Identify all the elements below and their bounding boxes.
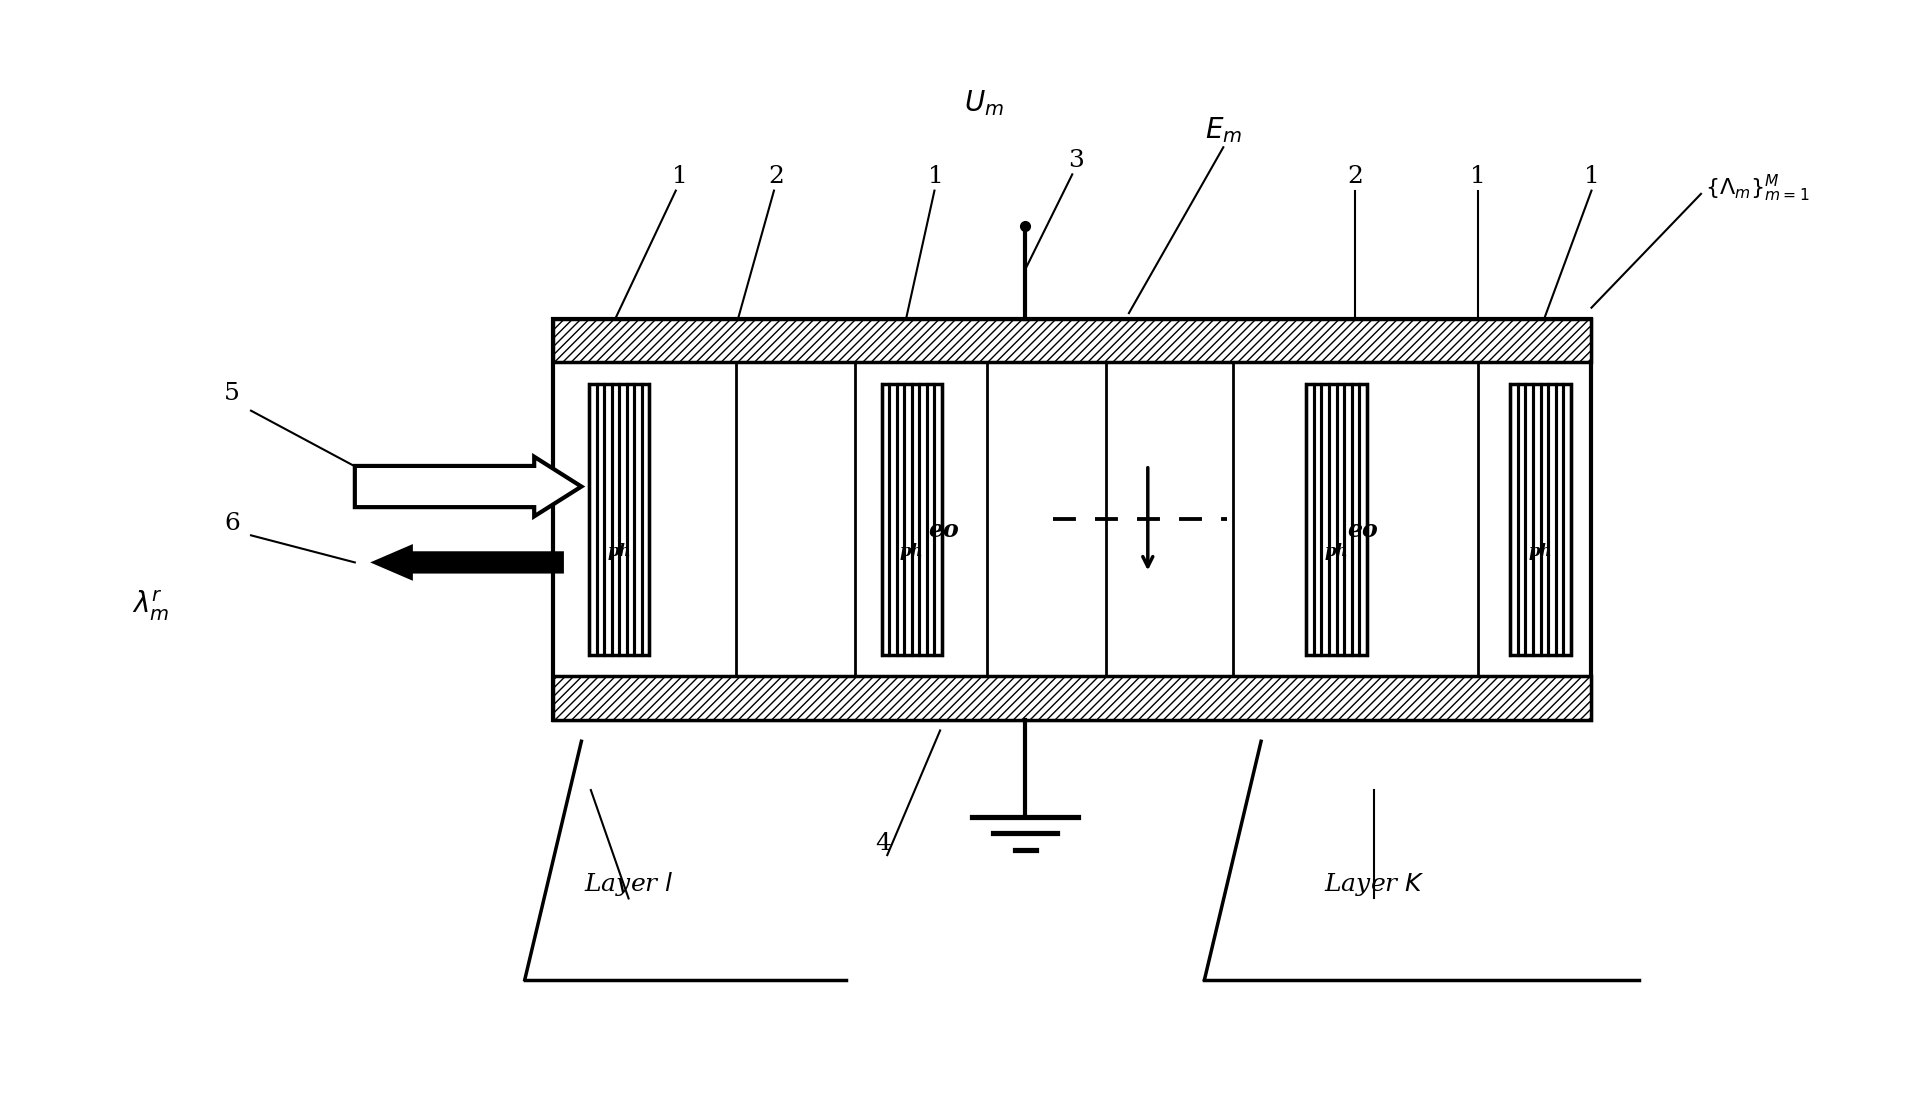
Text: eo: eo — [1348, 518, 1379, 541]
Text: 1: 1 — [1584, 166, 1600, 188]
Text: ph: ph — [1529, 544, 1552, 560]
Bar — [552, 676, 1592, 720]
Text: $E_m$: $E_m$ — [1205, 115, 1243, 145]
FancyArrow shape — [355, 457, 581, 517]
Bar — [882, 383, 942, 655]
Text: eo: eo — [928, 518, 959, 541]
Text: 6: 6 — [224, 512, 240, 536]
Bar — [589, 383, 650, 655]
Text: Layer $l$: Layer $l$ — [583, 870, 673, 899]
Text: 5: 5 — [224, 382, 240, 405]
Bar — [1509, 383, 1571, 655]
Text: $\lambda_m^r$: $\lambda_m^r$ — [132, 588, 169, 623]
Text: $\{\Lambda_m\}_{m=1}^M$: $\{\Lambda_m\}_{m=1}^M$ — [1705, 173, 1809, 204]
Text: ph: ph — [1325, 544, 1348, 560]
Bar — [1306, 383, 1368, 655]
Bar — [552, 319, 1592, 720]
Text: 2: 2 — [767, 166, 784, 188]
Text: ph: ph — [900, 544, 924, 560]
Text: 4: 4 — [875, 832, 892, 856]
Text: $U_m$: $U_m$ — [963, 88, 1003, 118]
Text: 1: 1 — [928, 166, 944, 188]
FancyArrow shape — [374, 546, 562, 578]
Text: ph: ph — [608, 544, 631, 560]
Text: 2: 2 — [1348, 166, 1364, 188]
Text: Layer $K$: Layer $K$ — [1323, 871, 1425, 899]
Bar — [552, 319, 1592, 362]
Text: 1: 1 — [1471, 166, 1486, 188]
Text: 3: 3 — [1068, 149, 1084, 173]
Text: 1: 1 — [671, 166, 687, 188]
